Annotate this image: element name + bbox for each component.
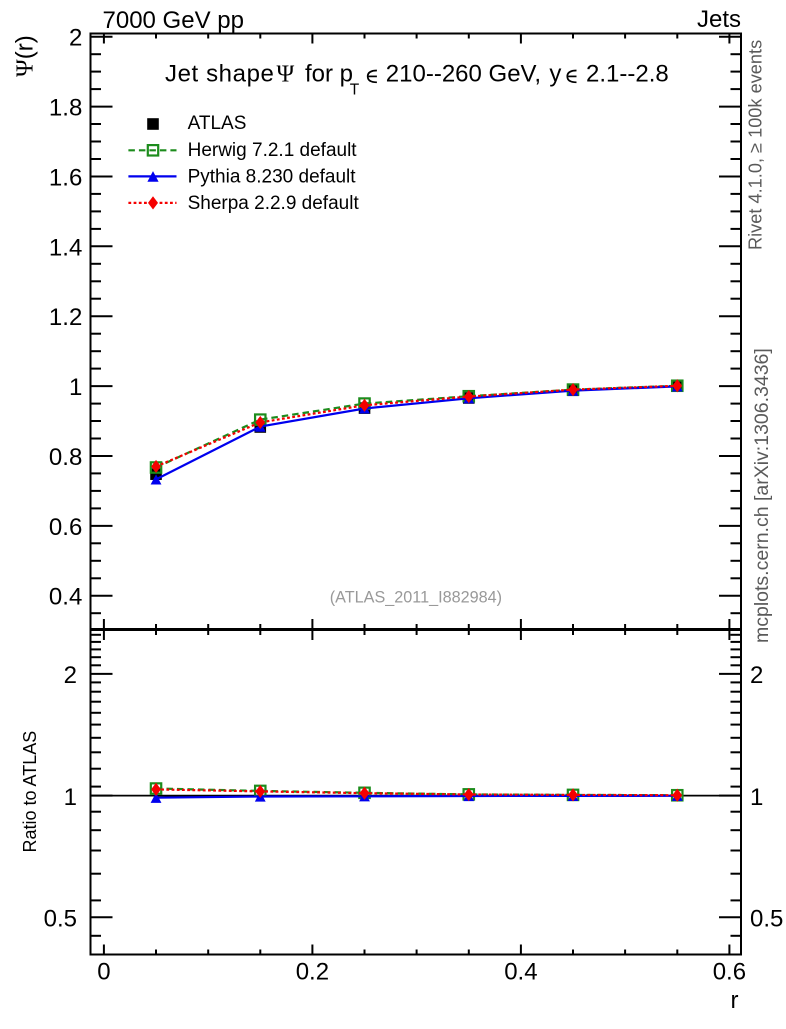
svg-text:Ψ: Ψ: [277, 62, 295, 88]
svg-text:T: T: [350, 81, 360, 98]
svg-text:1: 1: [69, 374, 82, 401]
svg-text:Pythia 8.230 default: Pythia 8.230 default: [188, 166, 357, 187]
svg-text:0.8: 0.8: [49, 444, 82, 471]
svg-text:0: 0: [97, 958, 110, 985]
svg-text:Sherpa 2.2.9 default: Sherpa 2.2.9 default: [188, 193, 360, 214]
svg-text:0.4: 0.4: [49, 584, 82, 611]
svg-text:0.5: 0.5: [750, 906, 783, 933]
svg-text:0.6: 0.6: [49, 514, 82, 541]
svg-text:for p: for p: [305, 61, 353, 88]
svg-text:0.5: 0.5: [44, 906, 77, 933]
svg-text:mcplots.cern.ch [arXiv:1306.34: mcplots.cern.ch [arXiv:1306.3436]: [751, 348, 773, 643]
svg-text:1.2: 1.2: [49, 304, 82, 331]
svg-text:1.8: 1.8: [49, 95, 82, 122]
svg-text:2.1--2.8: 2.1--2.8: [586, 61, 669, 88]
svg-text:Rivet 4.1.0, ≥ 100k events: Rivet 4.1.0, ≥ 100k events: [746, 40, 766, 250]
svg-text:Ratio to ATLAS: Ratio to ATLAS: [20, 731, 40, 853]
svg-text:0.2: 0.2: [296, 958, 329, 985]
svg-text:2: 2: [750, 662, 763, 689]
svg-text:0.6: 0.6: [713, 958, 746, 985]
svg-text:y: y: [549, 61, 561, 88]
svg-text:2: 2: [69, 25, 82, 52]
svg-text:(ATLAS_2011_I882984): (ATLAS_2011_I882984): [330, 589, 502, 607]
svg-text:2: 2: [64, 662, 77, 689]
svg-text:Jet shape: Jet shape: [165, 61, 274, 88]
svg-text:0.4: 0.4: [504, 958, 537, 985]
svg-text:1: 1: [64, 784, 77, 811]
svg-text:1: 1: [750, 784, 763, 811]
svg-text:ATLAS: ATLAS: [188, 113, 247, 134]
svg-text:7000 GeV pp: 7000 GeV pp: [103, 7, 244, 34]
svg-text:1.6: 1.6: [49, 165, 82, 192]
svg-text:Herwig 7.2.1 default: Herwig 7.2.1 default: [188, 140, 358, 161]
svg-text:Ψ(r): Ψ(r): [12, 35, 39, 77]
svg-text:r: r: [731, 987, 739, 1014]
svg-text:Jets: Jets: [697, 6, 741, 33]
svg-text:1.4: 1.4: [49, 234, 82, 261]
svg-text:210--260 GeV,: 210--260 GeV,: [386, 61, 541, 88]
